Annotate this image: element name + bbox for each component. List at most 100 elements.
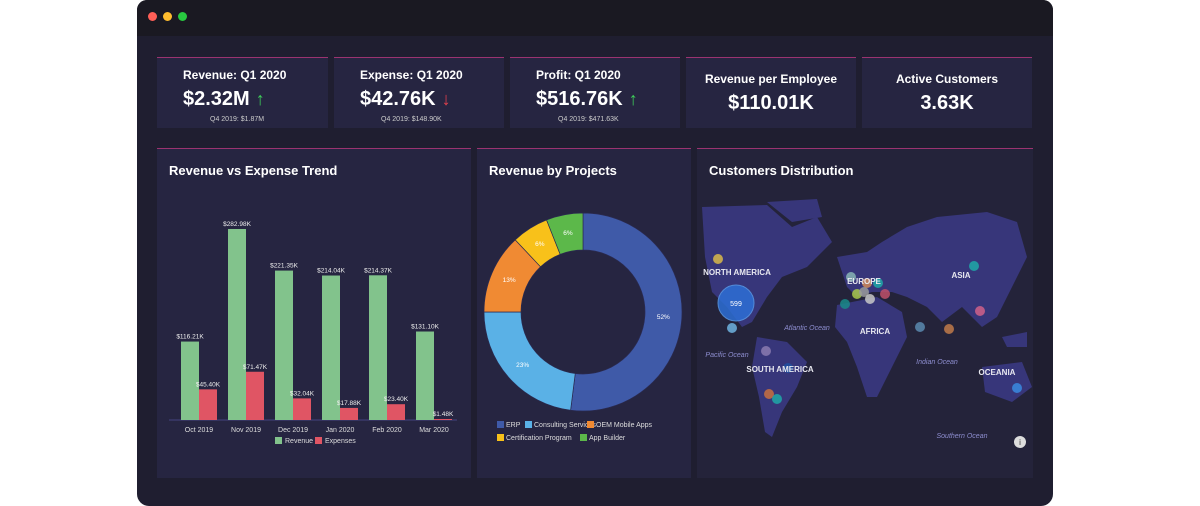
bubble-label: 599 — [730, 301, 742, 308]
arrow-up-icon: ↑ — [255, 89, 265, 109]
slice-label: 13% — [503, 277, 516, 284]
data-label: $23.40K — [384, 396, 409, 403]
world-map[interactable]: NORTH AMERICA SOUTH AMERICA EUROPE ASIA … — [697, 197, 1033, 455]
panel-revenue-by-projects: Revenue by Projects 52% 23% 13% 6% 6% ERP Cons… — [477, 148, 691, 478]
x-tick-label: Feb 2020 — [372, 427, 402, 434]
bar-revenue — [322, 275, 340, 420]
kpi-label: Revenue: Q1 2020 — [183, 68, 287, 82]
region-label: ASIA — [951, 271, 970, 280]
customer-bubble — [975, 306, 985, 316]
kpi-value: $110.01K — [728, 92, 814, 114]
bubble-north-america[interactable] — [717, 284, 755, 322]
legend-label: Revenue — [285, 438, 313, 445]
customer-bubble — [1012, 383, 1022, 393]
kpi-revenue-per-employee[interactable]: Revenue per Employee $110.01K — [686, 57, 856, 128]
region-label: OCEANIA — [979, 368, 1016, 377]
kpi-profit[interactable]: Profit: Q1 2020 $516.76K ↑ Q4 2019: $471.… — [510, 57, 680, 128]
app-window: Revenue: Q1 2020 $2.32M ↑ Q4 2019: $1.87M… — [137, 0, 1053, 506]
ocean-label: Southern Ocean — [937, 433, 988, 440]
x-tick-label: Dec 2019 — [278, 427, 308, 434]
kpi-value: $42.76K — [360, 88, 436, 110]
legend-label: App Builder — [589, 435, 626, 442]
legend-label: Consulting Services — [534, 422, 596, 429]
legend-swatch — [580, 434, 587, 441]
kpi-label: Active Customers — [895, 72, 999, 86]
maximize-dot[interactable] — [178, 12, 187, 21]
ocean-label: Pacific Ocean — [705, 352, 748, 359]
arrow-down-icon: ↓ — [441, 89, 451, 109]
kpi-label: Expense: Q1 2020 — [360, 68, 463, 82]
bar-expenses — [434, 419, 452, 420]
customer-bubble — [840, 299, 850, 309]
customer-bubble — [915, 322, 925, 332]
data-label: $214.04K — [317, 268, 345, 275]
customer-bubble — [727, 323, 737, 333]
minimize-dot[interactable] — [163, 12, 172, 21]
customer-bubble — [873, 278, 883, 288]
panel-revenue-expense-trend: Revenue vs Expense Trend $116.21K $45.40K… — [157, 148, 471, 478]
legend-label: ERP — [506, 422, 521, 429]
bar-expenses — [387, 404, 405, 420]
legend-label: OEM Mobile Apps — [596, 422, 653, 429]
x-tick-label: Nov 2019 — [231, 427, 261, 434]
legend-swatch — [525, 421, 532, 428]
donut-slice — [483, 311, 576, 411]
customer-bubble — [862, 278, 872, 288]
legend-swatch — [497, 421, 504, 428]
ocean-label: Indian Ocean — [916, 359, 958, 366]
region-label: SOUTH AMERICA — [746, 365, 813, 374]
data-label: $1.48K — [433, 411, 454, 418]
legend-label: Certification Program — [506, 435, 572, 442]
kpi-active-customers[interactable]: Active Customers 3.63K — [862, 57, 1032, 128]
slice-label: 52% — [657, 314, 670, 321]
bar-chart: $116.21K $45.40K Oct 2019 $282.98K $71.47K No… — [169, 221, 457, 445]
data-label: $282.98K — [223, 221, 251, 228]
kpi-value: $516.76K — [536, 88, 623, 110]
kpi-expense[interactable]: Expense: Q1 2020 $42.76K ↓ Q4 2019: $148.… — [334, 57, 504, 128]
svg-text:i: i — [1019, 438, 1021, 447]
customer-bubble — [859, 287, 869, 297]
customer-bubble — [761, 346, 771, 356]
data-label: $17.88K — [337, 400, 362, 407]
customer-bubble — [713, 254, 723, 264]
customer-bubble — [969, 261, 979, 271]
data-label: $131.10K — [411, 324, 439, 331]
info-icon[interactable]: i — [1014, 436, 1026, 448]
arrow-up-icon: ↑ — [628, 89, 638, 109]
panel-title: Revenue by Projects — [489, 163, 617, 178]
donut-chart: 52% 23% 13% 6% 6% ERP Consulting Services OEM M… — [483, 212, 683, 442]
panel-title: Customers Distribution — [709, 163, 854, 178]
kpi-label: Profit: Q1 2020 — [536, 68, 621, 82]
bar-revenue — [275, 270, 293, 420]
legend-swatch — [587, 421, 594, 428]
bar-revenue — [369, 275, 387, 420]
close-dot[interactable] — [148, 12, 157, 21]
data-label: $116.21K — [176, 334, 204, 341]
region-label: AFRICA — [860, 327, 890, 336]
bar-expenses — [246, 371, 264, 420]
data-label: $221.35K — [270, 263, 298, 270]
customer-bubble — [865, 294, 875, 304]
kpi-value: $2.32M — [183, 88, 250, 110]
data-label: $32.04K — [290, 390, 315, 397]
customer-bubble — [944, 324, 954, 334]
bar-expenses — [199, 389, 217, 420]
region-label: NORTH AMERICA — [703, 268, 771, 277]
panel-title: Revenue vs Expense Trend — [169, 163, 338, 178]
customer-bubble — [772, 394, 782, 404]
legend-swatch — [315, 437, 322, 444]
region-label: EUROPE — [847, 277, 881, 286]
customer-bubble — [846, 272, 856, 282]
kpi-revenue[interactable]: Revenue: Q1 2020 $2.32M ↑ Q4 2019: $1.87M — [157, 57, 328, 128]
x-tick-label: Oct 2019 — [185, 427, 214, 434]
bar-revenue — [416, 331, 434, 420]
kpi-previous: Q4 2019: $1.87M — [210, 116, 265, 123]
customer-bubble — [764, 389, 774, 399]
ocean-label: Atlantic Ocean — [783, 325, 830, 332]
legend-swatch — [275, 437, 282, 444]
data-label: $71.47K — [243, 364, 268, 371]
data-label: $45.40K — [196, 381, 221, 388]
customer-bubble — [783, 363, 793, 373]
kpi-previous: Q4 2019: $148.90K — [381, 116, 442, 123]
x-tick-label: Mar 2020 — [419, 427, 449, 434]
